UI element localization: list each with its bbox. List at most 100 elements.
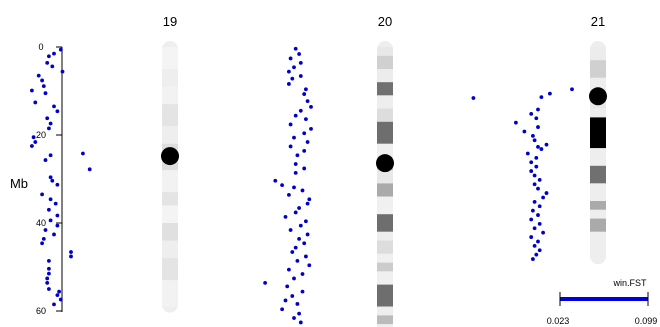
fst-point xyxy=(307,263,312,268)
chromosome-ideogram xyxy=(590,41,606,265)
fst-point xyxy=(30,144,34,148)
fst-point xyxy=(287,82,291,86)
fst-point xyxy=(288,122,293,127)
fst-point xyxy=(541,230,545,235)
y-tick-label: 0 xyxy=(38,42,43,52)
fst-point xyxy=(52,302,56,307)
fst-point xyxy=(536,144,540,149)
fst-point xyxy=(47,54,51,59)
ideogram-band xyxy=(590,201,606,210)
ideogram-band xyxy=(590,108,606,118)
ideogram-band xyxy=(377,183,393,197)
fst-point xyxy=(292,135,296,140)
fst-point xyxy=(537,221,542,226)
ideogram-band xyxy=(377,231,393,241)
ideogram-band xyxy=(590,218,606,232)
fst-point xyxy=(297,52,301,56)
y-tick-label: 40 xyxy=(36,218,46,228)
fst-point xyxy=(60,69,65,74)
fst-point xyxy=(87,167,92,172)
fst-point xyxy=(522,129,527,134)
fst-point xyxy=(273,178,278,183)
fst-point xyxy=(47,271,51,276)
fst-point xyxy=(514,120,518,125)
fst-point xyxy=(531,133,535,138)
fst-point xyxy=(536,125,540,129)
legend-title: win.FST xyxy=(612,278,647,288)
fst-point xyxy=(541,195,545,200)
fst-point xyxy=(45,60,50,65)
fst-point xyxy=(48,218,53,223)
fst-point xyxy=(570,87,574,92)
fst-point xyxy=(33,100,38,105)
fst-point xyxy=(304,117,308,122)
fst-point xyxy=(532,182,537,187)
ideogram-band xyxy=(590,165,606,184)
chromosome-title: 19 xyxy=(163,14,177,29)
ideogram-band xyxy=(377,170,393,184)
centromere-marker xyxy=(161,147,179,166)
chromosome-title: 20 xyxy=(378,14,392,29)
fst-point xyxy=(309,126,313,131)
fst-point xyxy=(529,217,534,222)
fst-point xyxy=(304,219,308,224)
fst-point xyxy=(293,46,298,51)
y-axis-ticks: 0 20 40 60 xyxy=(36,42,62,316)
chromosome-ideogram xyxy=(162,41,178,313)
fst-point xyxy=(263,280,267,285)
fst-point xyxy=(283,298,288,303)
ideogram-band xyxy=(162,170,178,193)
fst-point xyxy=(47,258,51,263)
fst-point xyxy=(539,95,544,100)
fst-point xyxy=(40,78,44,83)
fst-point xyxy=(55,213,60,218)
fst-point xyxy=(52,51,56,56)
fst-point xyxy=(295,302,300,306)
ideogram-band xyxy=(377,324,393,327)
fst-point xyxy=(36,73,41,78)
fst-point xyxy=(302,92,307,96)
fst-point xyxy=(298,320,303,325)
fst-point xyxy=(537,204,542,209)
fst-point xyxy=(45,116,50,121)
fst-point xyxy=(302,241,307,246)
fst-point xyxy=(539,147,544,151)
fst-point xyxy=(288,144,293,149)
ideogram-band xyxy=(377,315,393,325)
fst-point xyxy=(302,148,307,153)
fst-point xyxy=(33,140,38,144)
chromosome-ideogram xyxy=(377,41,393,327)
legend: win.FST 0.023 0.099 xyxy=(547,278,658,326)
fst-point xyxy=(300,188,305,193)
fst-point xyxy=(307,197,312,202)
fst-point xyxy=(287,69,291,74)
fst-point xyxy=(471,96,476,100)
fst-point xyxy=(293,162,298,166)
ideogram-band xyxy=(162,258,178,281)
ideogram-band xyxy=(377,306,393,316)
fst-point xyxy=(50,178,55,183)
fst-point xyxy=(30,88,34,93)
fst-point xyxy=(50,64,55,69)
ideogram-band xyxy=(162,205,178,223)
fst-point xyxy=(537,248,542,253)
ideogram-band xyxy=(377,253,393,263)
fst-point xyxy=(532,173,537,178)
fst-point xyxy=(300,272,305,276)
fst-point xyxy=(534,116,539,121)
chromosome-panels: 19 20 21 xyxy=(30,14,607,327)
fst-point xyxy=(55,223,60,228)
fst-point xyxy=(297,311,301,316)
fst-point xyxy=(288,228,293,232)
chromosome-panel-21: 21 xyxy=(471,14,607,265)
fst-point xyxy=(293,170,298,175)
y-tick-label: 20 xyxy=(36,130,46,140)
fst-point xyxy=(288,56,293,61)
ideogram-band xyxy=(162,86,178,105)
y-tick-label: 60 xyxy=(36,306,46,316)
fst-point xyxy=(285,284,290,289)
ideogram-band xyxy=(590,209,606,219)
fst-point xyxy=(302,131,307,136)
fst-point xyxy=(292,185,296,190)
